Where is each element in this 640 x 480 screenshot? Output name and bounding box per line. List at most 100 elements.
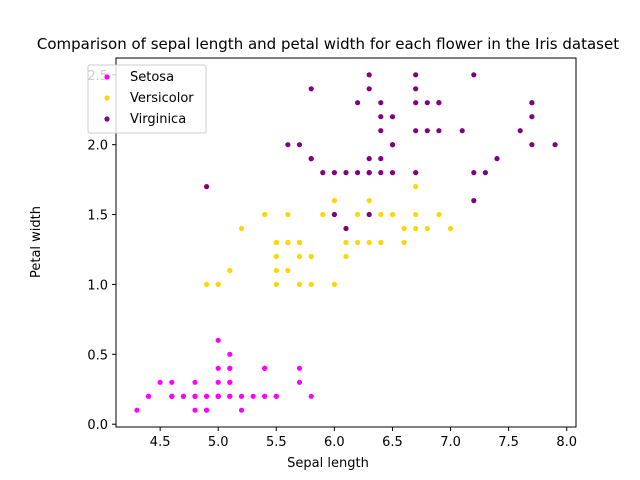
point-setosa — [227, 393, 233, 399]
x-axis-title: Sepal length — [287, 456, 369, 471]
point-versicolor — [285, 267, 291, 274]
point-versicolor — [343, 239, 349, 246]
point-versicolor — [227, 267, 233, 274]
point-setosa — [238, 407, 245, 413]
x-tick-label: 5.5 — [266, 435, 287, 450]
point-virginica — [529, 142, 535, 148]
point-virginica — [366, 72, 372, 78]
x-tick-label: 7.5 — [498, 435, 519, 450]
point-virginica — [389, 142, 396, 148]
point-virginica — [366, 86, 372, 92]
point-setosa — [169, 379, 175, 385]
point-versicolor — [320, 211, 326, 218]
legend-marker-setosa — [104, 74, 110, 80]
point-virginica — [529, 100, 535, 106]
point-setosa — [134, 407, 140, 413]
point-virginica — [413, 86, 419, 92]
point-setosa — [296, 365, 303, 371]
point-virginica — [355, 170, 361, 176]
point-setosa — [215, 393, 221, 399]
point-virginica — [331, 170, 337, 176]
point-setosa — [227, 351, 233, 357]
point-virginica — [296, 142, 303, 148]
point-setosa — [227, 379, 233, 385]
point-virginica — [529, 114, 535, 120]
point-virginica — [378, 156, 384, 162]
y-tick-label: 2.0 — [87, 139, 108, 154]
point-versicolor — [215, 281, 221, 287]
legend-label-setosa: Setosa — [130, 70, 174, 85]
point-versicolor — [413, 225, 419, 232]
point-setosa — [192, 407, 198, 413]
chart-title: Comparison of sepal length and petal wid… — [37, 35, 619, 53]
point-versicolor — [424, 225, 430, 232]
point-virginica — [517, 128, 523, 134]
point-virginica — [366, 156, 372, 162]
point-virginica — [285, 142, 291, 148]
point-setosa — [215, 337, 221, 343]
point-setosa — [250, 393, 256, 399]
point-virginica — [494, 156, 500, 162]
point-virginica — [413, 100, 419, 106]
point-virginica — [482, 170, 488, 176]
point-versicolor — [355, 211, 361, 218]
point-setosa — [192, 379, 198, 385]
point-versicolor — [447, 225, 454, 232]
legend-marker-versicolor — [104, 95, 110, 101]
legend-label-virginica: Virginica — [130, 112, 186, 127]
point-versicolor — [273, 253, 279, 260]
point-setosa — [262, 393, 268, 399]
point-setosa — [227, 365, 233, 371]
point-versicolor — [401, 239, 407, 246]
point-versicolor — [331, 198, 337, 204]
point-versicolor — [355, 239, 361, 246]
point-virginica — [413, 170, 419, 176]
point-virginica — [471, 198, 477, 204]
point-virginica — [424, 100, 430, 106]
y-tick-label: 1.0 — [87, 278, 108, 293]
point-virginica — [378, 128, 384, 134]
y-axis-title: Petal width — [29, 206, 44, 278]
point-setosa — [192, 393, 198, 399]
point-virginica — [459, 128, 465, 134]
point-versicolor — [262, 211, 268, 218]
legend: Setosa Versicolor Virginica — [87, 64, 207, 134]
point-versicolor — [331, 281, 337, 287]
point-setosa — [296, 379, 303, 385]
point-virginica — [389, 170, 396, 176]
legend-label-versicolor: Versicolor — [130, 91, 194, 106]
point-virginica — [552, 142, 558, 148]
x-tick-label: 8.0 — [556, 435, 577, 450]
point-virginica — [343, 170, 349, 176]
point-versicolor — [413, 184, 419, 190]
point-virginica — [378, 170, 384, 176]
y-axis-ticks: 0.00.51.01.52.02.5 — [87, 69, 116, 433]
legend-box — [87, 64, 207, 134]
data-points — [134, 72, 558, 413]
point-versicolor — [285, 239, 291, 246]
point-versicolor — [378, 211, 384, 218]
x-tick-label: 6.5 — [382, 435, 403, 450]
point-setosa — [215, 379, 221, 385]
point-setosa — [238, 393, 245, 399]
point-virginica — [308, 156, 314, 162]
point-virginica — [413, 72, 419, 78]
point-versicolor — [436, 211, 442, 218]
point-setosa — [308, 393, 314, 399]
point-virginica — [343, 225, 349, 232]
point-versicolor — [308, 281, 314, 287]
point-versicolor — [238, 225, 245, 232]
point-setosa — [180, 393, 186, 399]
point-versicolor — [378, 239, 384, 246]
y-tick-label: 0.5 — [87, 348, 108, 363]
point-versicolor — [308, 253, 314, 260]
point-versicolor — [343, 253, 349, 260]
point-versicolor — [296, 239, 303, 246]
point-setosa — [145, 393, 152, 399]
point-versicolor — [285, 211, 291, 218]
point-virginica — [436, 128, 442, 134]
point-versicolor — [273, 239, 279, 246]
point-versicolor — [366, 198, 372, 204]
point-versicolor — [296, 253, 303, 260]
